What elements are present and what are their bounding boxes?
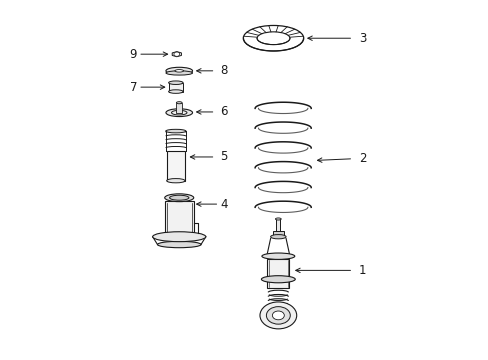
Ellipse shape — [166, 179, 184, 183]
Ellipse shape — [157, 241, 201, 248]
Text: 3: 3 — [358, 32, 366, 45]
Ellipse shape — [176, 102, 182, 104]
Text: 9: 9 — [129, 48, 137, 61]
Ellipse shape — [266, 307, 290, 324]
Text: 6: 6 — [220, 105, 227, 118]
Ellipse shape — [165, 71, 192, 75]
Text: 5: 5 — [220, 150, 227, 163]
Ellipse shape — [261, 276, 295, 283]
Ellipse shape — [152, 232, 205, 242]
Text: 2: 2 — [358, 152, 366, 165]
Ellipse shape — [165, 67, 192, 75]
Ellipse shape — [165, 109, 192, 117]
Ellipse shape — [262, 253, 294, 260]
Ellipse shape — [260, 302, 296, 329]
Ellipse shape — [270, 235, 285, 239]
Bar — [272, 231, 284, 236]
Text: 4: 4 — [220, 198, 227, 211]
Ellipse shape — [165, 129, 185, 133]
Ellipse shape — [168, 90, 183, 93]
Text: 8: 8 — [220, 64, 227, 77]
Ellipse shape — [275, 218, 281, 220]
Bar — [166, 150, 184, 181]
Ellipse shape — [171, 111, 186, 115]
Text: 1: 1 — [358, 264, 366, 277]
Bar — [168, 83, 183, 91]
Bar — [176, 103, 182, 113]
Ellipse shape — [169, 195, 188, 200]
Circle shape — [174, 52, 180, 56]
Bar — [164, 201, 193, 237]
Ellipse shape — [243, 26, 303, 51]
Ellipse shape — [175, 69, 183, 72]
Bar — [266, 259, 289, 288]
Bar — [276, 219, 280, 231]
Ellipse shape — [168, 81, 183, 85]
Ellipse shape — [164, 194, 193, 202]
Text: 7: 7 — [129, 81, 137, 94]
Polygon shape — [172, 51, 181, 57]
Ellipse shape — [257, 32, 289, 45]
Ellipse shape — [272, 311, 284, 320]
